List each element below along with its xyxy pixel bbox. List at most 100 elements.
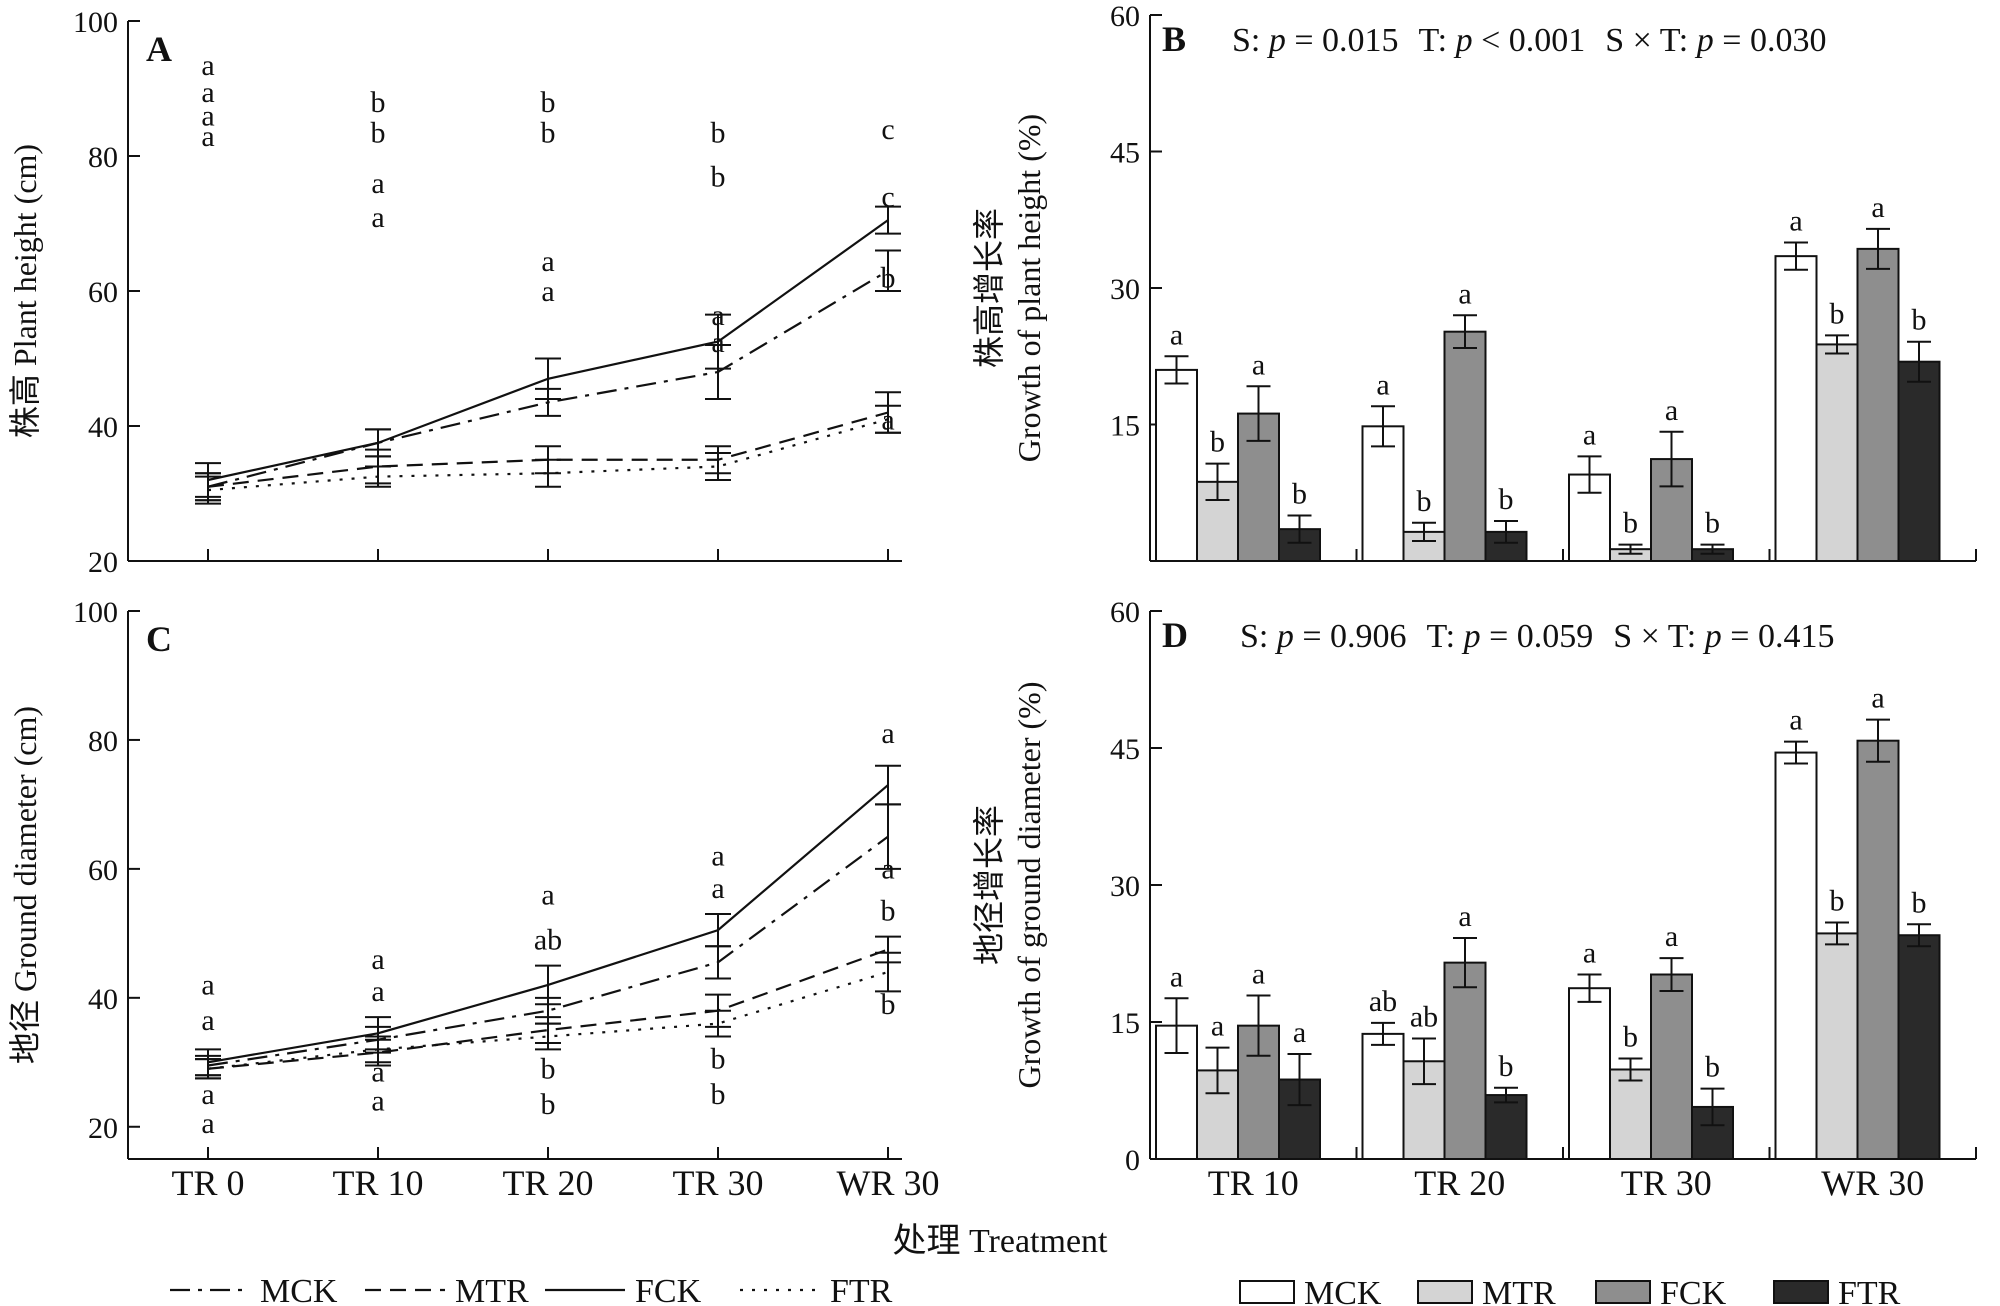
significance-letter: a: [371, 943, 384, 976]
significance-letter: b: [1499, 1050, 1514, 1083]
stat-s-val: = 0.906: [1294, 618, 1407, 655]
significance-letter: a: [1789, 704, 1802, 737]
panel-c-ground-diameter-line-chart: 20 40 60 80 100 TR 0 TR 10 TR 20 TR 30 WR 30 地径 Gr…: [7, 596, 940, 1203]
significance-letter: a: [541, 245, 554, 278]
significance-letter: b: [1623, 1021, 1638, 1054]
x-tick-label: TR 30: [672, 1163, 763, 1203]
x-tick-label: TR 10: [332, 1163, 423, 1203]
significance-letter: a: [1458, 900, 1471, 933]
significance-letter: a: [881, 403, 894, 436]
significance-letter: a: [201, 76, 214, 109]
significance-letter: b: [541, 1088, 556, 1121]
legend-label: FCK: [635, 1273, 702, 1306]
bar-fck: [1856, 247, 1900, 562]
y-tick-label: 30: [1110, 273, 1140, 306]
stat-s-label: S:: [1232, 22, 1260, 59]
significance-letter: a: [1252, 958, 1265, 991]
stat-s-val: = 0.015: [1286, 22, 1399, 59]
legend-label: MCK: [260, 1273, 338, 1306]
significance-letter: a: [1789, 205, 1802, 238]
significance-letter: c: [881, 113, 894, 146]
y-axis-title: 株高 Plant height (cm): [7, 144, 43, 438]
y-axis-title: 地径 Ground diameter (cm): [7, 706, 43, 1064]
shared-x-axis-title: 处理 Treatment: [892, 1223, 1108, 1260]
significance-letter: b: [1499, 483, 1514, 516]
significance-letter: a: [201, 1078, 214, 1111]
significance-letter: a: [371, 201, 384, 234]
y-tick-label: 100: [73, 6, 118, 39]
significance-letter: a: [1170, 960, 1183, 993]
significance-letter: a: [371, 975, 384, 1008]
panel-letter: C: [146, 619, 172, 659]
stat-t-p: p: [1447, 22, 1473, 59]
bar-mck: [1568, 987, 1611, 1160]
anova-statistics: S: p = 0.015 T: p < 0.001 S × T: p = 0.030: [1232, 22, 1826, 59]
legend-label: MTR: [1482, 1275, 1556, 1306]
bar-mtr: [1815, 343, 1859, 563]
x-tick-label: TR 30: [1621, 1163, 1712, 1203]
significance-letter: a: [541, 878, 554, 911]
legend-swatch-mck: [1239, 1280, 1295, 1304]
panel-b-plant-height-growth-bar-chart: 15 30 45 60 a b a b a b a b a b a b a b a b 株高增长率 Growth of p…: [971, 0, 1977, 563]
significance-letter: b: [1623, 507, 1638, 540]
significance-letter: a: [201, 120, 214, 153]
significance-letter: a: [1293, 1016, 1306, 1049]
y-tick-label: 20: [88, 1112, 118, 1145]
significance-letter: a: [711, 326, 724, 359]
significance-letter: b: [541, 86, 556, 119]
legend-label: FTR: [830, 1273, 893, 1306]
bar-fck: [1443, 330, 1487, 562]
legend-swatch-fck: [1595, 1280, 1651, 1304]
stat-s-label: S:: [1240, 618, 1268, 655]
y-tick-label: 0: [1125, 1144, 1140, 1177]
stat-st-label: S × T:: [1605, 22, 1688, 59]
y-tick-label: 60: [1110, 0, 1140, 33]
bar-fck: [1443, 961, 1487, 1161]
stat-t-val: = 0.059: [1481, 618, 1594, 655]
significance-letter: a: [1458, 277, 1471, 310]
bar-fck: [1650, 973, 1693, 1160]
stat-st-p: p: [1688, 22, 1714, 59]
significance-letter: b: [371, 86, 386, 119]
y-tick-label: 80: [88, 725, 118, 758]
series-line-mtr: [207, 411, 889, 488]
anova-statistics: S: p = 0.906 T: p = 0.059 S × T: p = 0.415: [1240, 618, 1834, 655]
y-tick-label: 80: [88, 141, 118, 174]
legend-label: FTR: [1838, 1275, 1901, 1306]
significance-letter: b: [711, 117, 726, 150]
series-line-mck: [207, 835, 889, 1067]
significance-letter: b: [371, 117, 386, 150]
bar-mck: [1774, 751, 1818, 1160]
bar-mtr: [1815, 932, 1859, 1161]
bar-mtr: [1609, 1068, 1652, 1160]
significance-letter: a: [1583, 418, 1596, 451]
y-axis-title-chinese: 株高增长率: [971, 208, 1007, 368]
bar-mck: [1155, 368, 1198, 562]
y-tick-label: 45: [1110, 137, 1140, 170]
y-tick-label: 60: [88, 854, 118, 887]
stat-t-p: p: [1455, 618, 1481, 655]
panel-letter: D: [1162, 615, 1188, 655]
significance-letter: a: [1170, 318, 1183, 351]
bar-fck: [1856, 739, 1900, 1161]
x-tick-label: WR 30: [1821, 1163, 1924, 1203]
bar-ftr: [1897, 360, 1941, 562]
significance-letter: a: [1583, 937, 1596, 970]
stat-s-p: p: [1260, 22, 1286, 59]
significance-letter: b: [1912, 886, 1927, 919]
significance-letter: a: [201, 49, 214, 82]
significance-letter: b: [1292, 478, 1307, 511]
y-axis-title-english: Growth of ground diameter (%): [1011, 682, 1047, 1089]
significance-letter: b: [1705, 507, 1720, 540]
bar-ftr: [1484, 1094, 1528, 1160]
x-tick-label: TR 20: [1414, 1163, 1505, 1203]
stat-st-label: S × T:: [1613, 618, 1696, 655]
bar-mck: [1361, 1032, 1405, 1160]
significance-letter: a: [711, 299, 724, 332]
significance-letter: b: [1210, 426, 1225, 459]
significance-letter: ab: [1410, 1000, 1438, 1033]
panel-letter: A: [146, 29, 172, 69]
legend-label: MCK: [1304, 1275, 1382, 1306]
